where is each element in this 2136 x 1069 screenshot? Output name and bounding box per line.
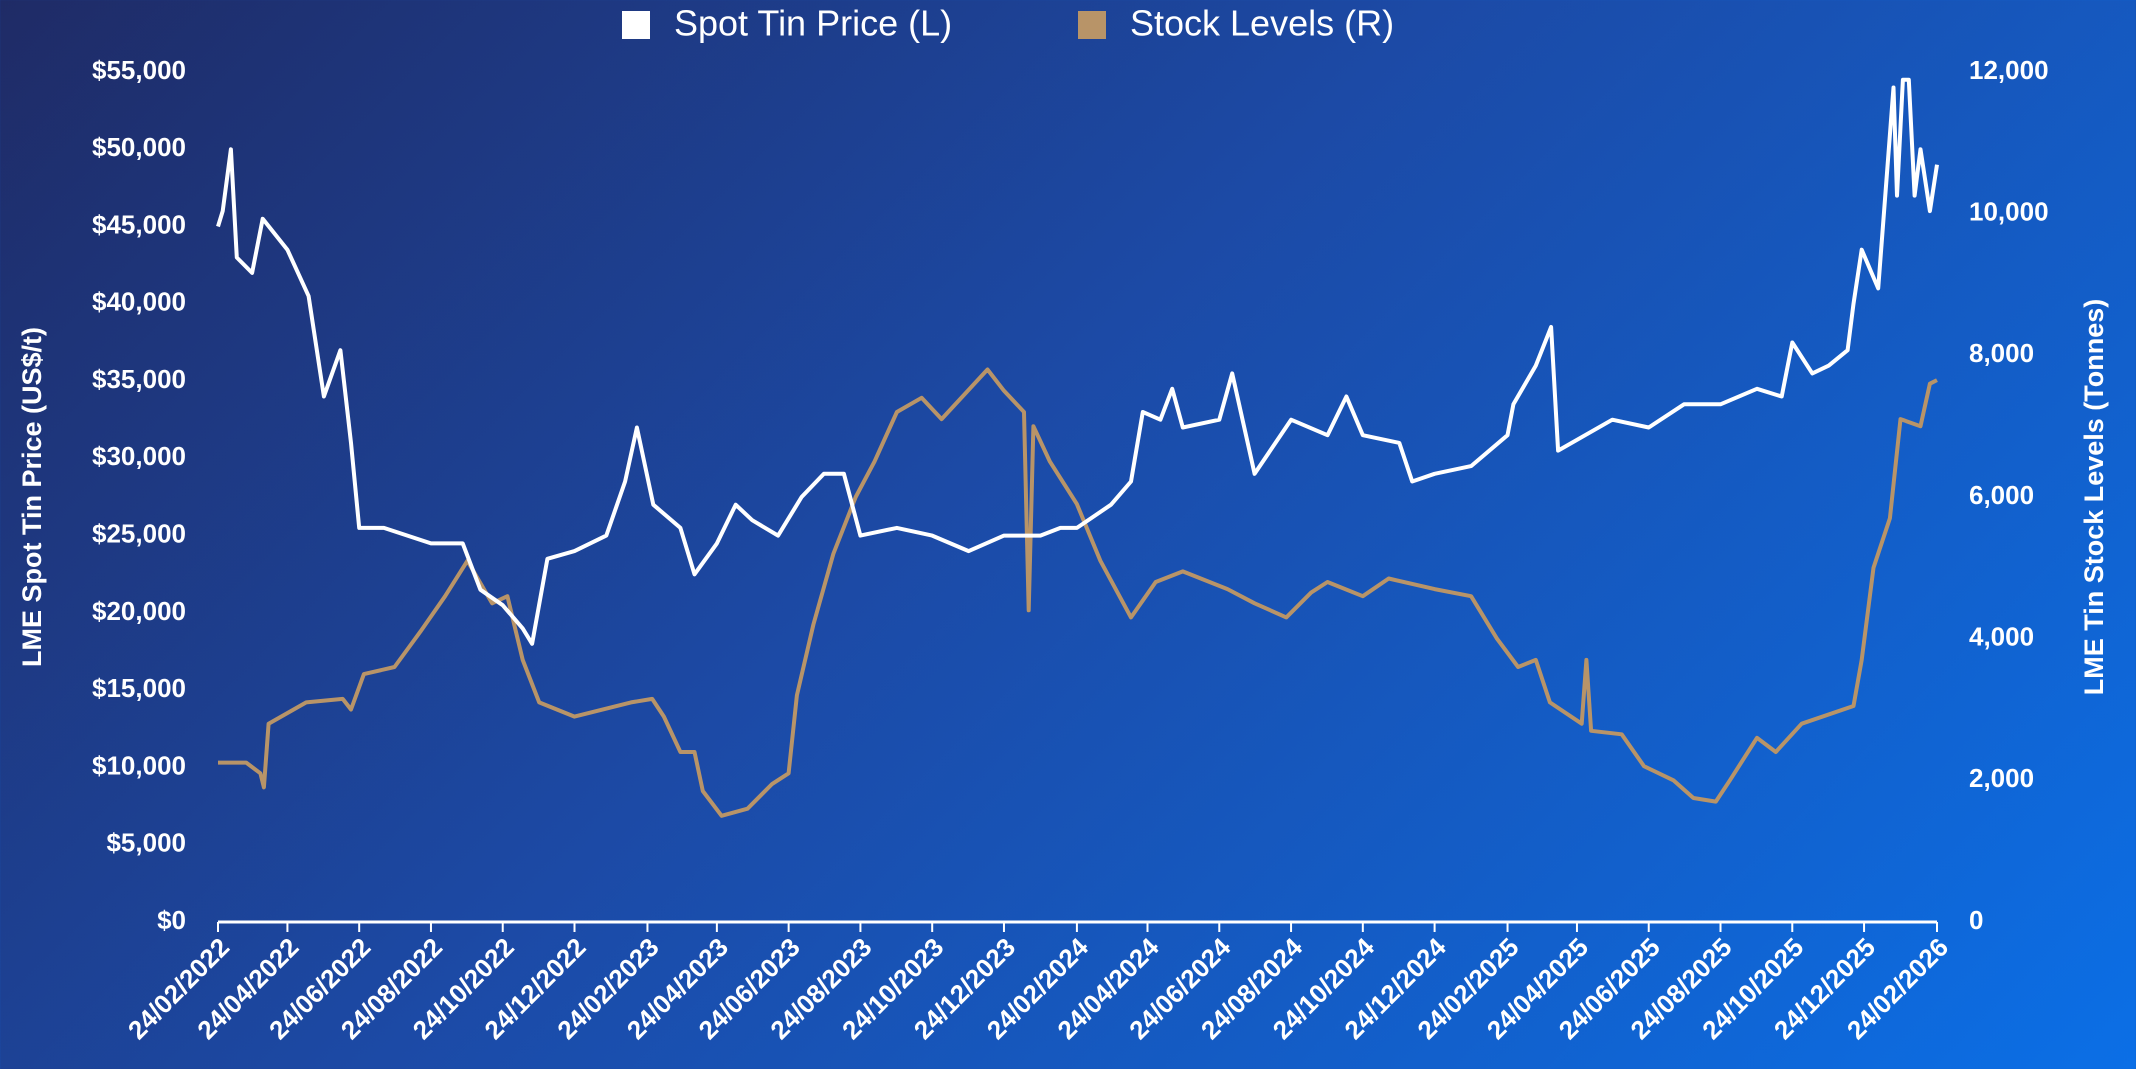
y2-tick-label: 8,000 [1969,338,2034,368]
y2-tick-label: 2,000 [1969,763,2034,793]
series-line [218,367,1938,818]
y-tick-label: $40,000 [92,287,186,317]
series-line [216,77,1939,646]
y-tick-label: $30,000 [92,441,186,471]
legend-swatch [1078,11,1106,39]
y-tick-label: $15,000 [92,673,186,703]
y2-tick-label: 4,000 [1969,622,2034,652]
y2-tick-label: 10,000 [1969,197,2049,227]
y-tick-label: $20,000 [92,596,186,626]
legend-label: Spot Tin Price (L) [674,3,952,44]
y-tick-label: $45,000 [92,209,186,239]
y-tick-label: $25,000 [92,519,186,549]
y-tick-label: $50,000 [92,132,186,162]
y2-tick-label: 0 [1969,905,1983,935]
y-axis-title: LME Spot Tin Price (US$/t) [17,327,47,667]
y-tick-label: $0 [157,905,186,935]
y-tick-label: $55,000 [92,55,186,85]
y-tick-label: $10,000 [92,750,186,780]
y-tick-label: $5,000 [106,828,186,858]
y2-axis-title: LME Tin Stock Levels (Tonnes) [2079,299,2109,696]
legend-label: Stock Levels (R) [1130,3,1394,44]
y2-tick-label: 6,000 [1969,480,2034,510]
y2-tick-label: 12,000 [1969,55,2049,85]
y-tick-label: $35,000 [92,364,186,394]
legend-swatch [622,11,650,39]
